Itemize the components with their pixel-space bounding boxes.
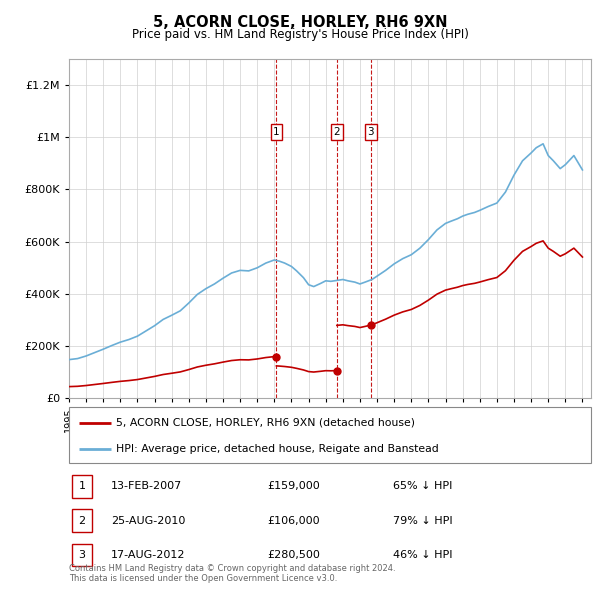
- Text: 1: 1: [79, 481, 86, 491]
- Text: 2: 2: [79, 516, 86, 526]
- Text: 65% ↓ HPI: 65% ↓ HPI: [392, 481, 452, 491]
- Bar: [71, 509, 92, 532]
- Text: Contains HM Land Registry data © Crown copyright and database right 2024.
This d: Contains HM Land Registry data © Crown c…: [69, 563, 395, 583]
- Text: 79% ↓ HPI: 79% ↓ HPI: [392, 516, 452, 526]
- Text: £280,500: £280,500: [268, 550, 320, 560]
- Text: HPI: Average price, detached house, Reigate and Banstead: HPI: Average price, detached house, Reig…: [116, 444, 439, 454]
- Text: 5, ACORN CLOSE, HORLEY, RH6 9XN: 5, ACORN CLOSE, HORLEY, RH6 9XN: [153, 15, 447, 30]
- Text: Price paid vs. HM Land Registry's House Price Index (HPI): Price paid vs. HM Land Registry's House …: [131, 28, 469, 41]
- Text: 17-AUG-2012: 17-AUG-2012: [111, 550, 185, 560]
- Text: 3: 3: [368, 127, 374, 137]
- Text: 13-FEB-2007: 13-FEB-2007: [111, 481, 182, 491]
- Text: 5, ACORN CLOSE, HORLEY, RH6 9XN (detached house): 5, ACORN CLOSE, HORLEY, RH6 9XN (detache…: [116, 418, 415, 428]
- Bar: [71, 475, 92, 497]
- Text: 46% ↓ HPI: 46% ↓ HPI: [392, 550, 452, 560]
- Bar: [71, 544, 92, 566]
- Text: 3: 3: [79, 550, 86, 560]
- Text: £159,000: £159,000: [268, 481, 320, 491]
- Text: 1: 1: [273, 127, 280, 137]
- Text: 2: 2: [334, 127, 340, 137]
- Text: 25-AUG-2010: 25-AUG-2010: [111, 516, 185, 526]
- Text: £106,000: £106,000: [268, 516, 320, 526]
